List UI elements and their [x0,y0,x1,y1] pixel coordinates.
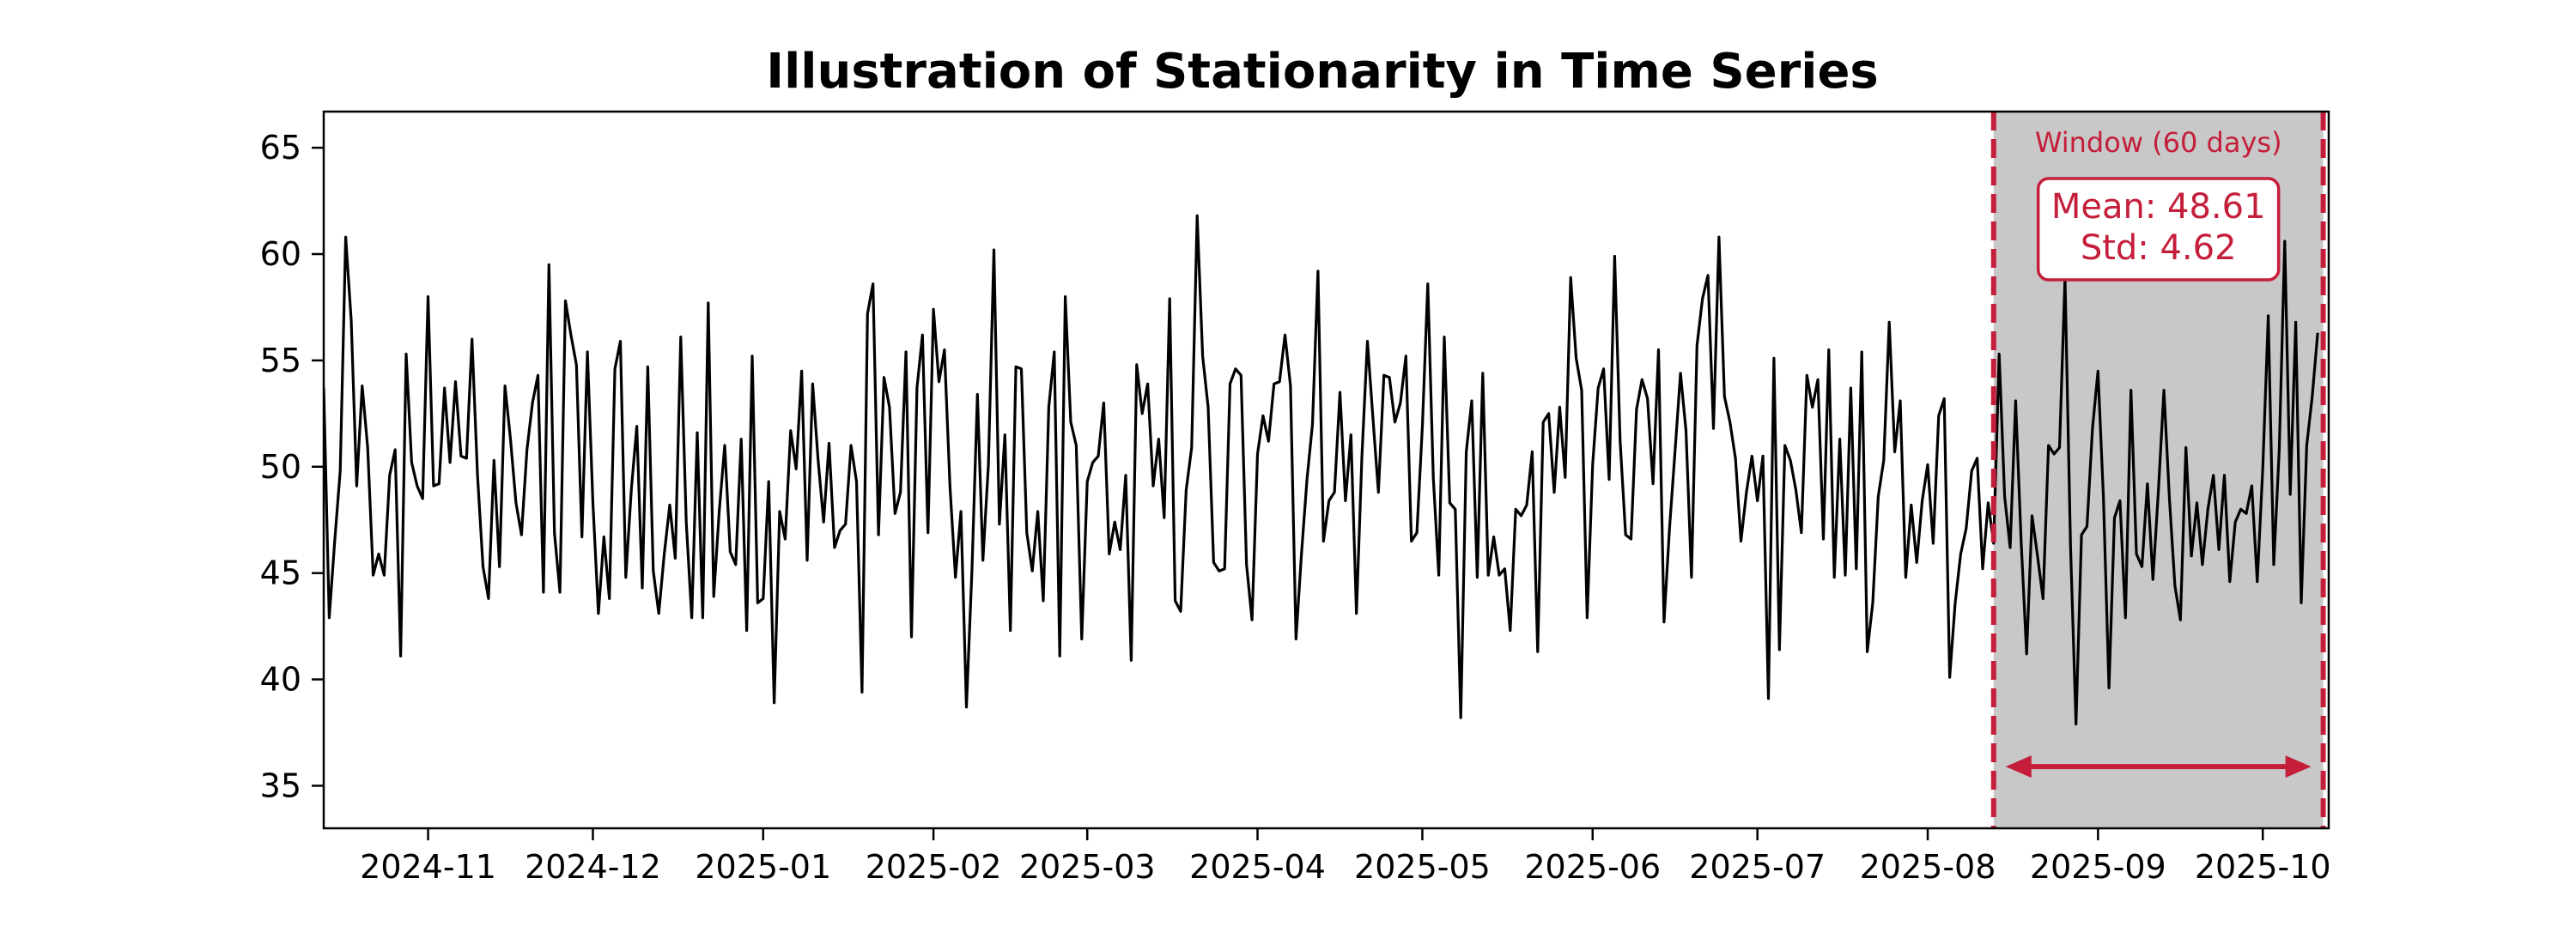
plot-area: Window (60 days) Mean: 48.61 Std: 4.62 [324,112,2326,828]
x-tick-label: 2025-05 [1354,848,1491,886]
y-tick-label: 60 [260,235,301,273]
y-tick-label: 40 [260,661,301,699]
x-tick-label: 2024-12 [525,848,661,886]
axes: 35 40 45 50 55 60 65 2024-11 2024-12 2025-01 2025-… [260,129,2331,886]
x-tick-label: 2025-08 [1860,848,1996,886]
x-tick-label: 2024-11 [360,848,496,886]
x-tick-label: 2025-07 [1689,848,1826,886]
x-tick-label: 2025-10 [2195,848,2331,886]
y-tick-label: 50 [260,448,301,486]
x-tick-label: 2025-04 [1189,848,1326,886]
y-tick-label: 45 [260,554,301,592]
arrow-head-right [2285,755,2312,779]
window-span-arrow [2005,755,2312,779]
window-label: Window (60 days) [2035,126,2282,159]
x-tick-label: 2025-01 [695,848,831,886]
window-stats-box [2036,177,2281,282]
arrow-head-left [2005,755,2032,779]
x-tick-label: 2025-02 [866,848,1002,886]
series-line [324,214,2319,726]
window-mean-label: Mean: 48.61 [2051,187,2266,227]
y-tick-label: 65 [260,129,301,167]
x-tick-label: 2025-06 [1524,848,1661,886]
plot-frame [322,110,2330,830]
y-tick-label: 55 [260,342,301,379]
chart-title: Illustration of Stationarity in Time Ser… [766,44,1879,100]
y-tick-label: 35 [260,766,301,804]
x-tick-label: 2025-09 [2030,848,2166,886]
x-tick-label: 2025-03 [1019,848,1156,886]
window-std-label: Std: 4.62 [2081,228,2237,268]
